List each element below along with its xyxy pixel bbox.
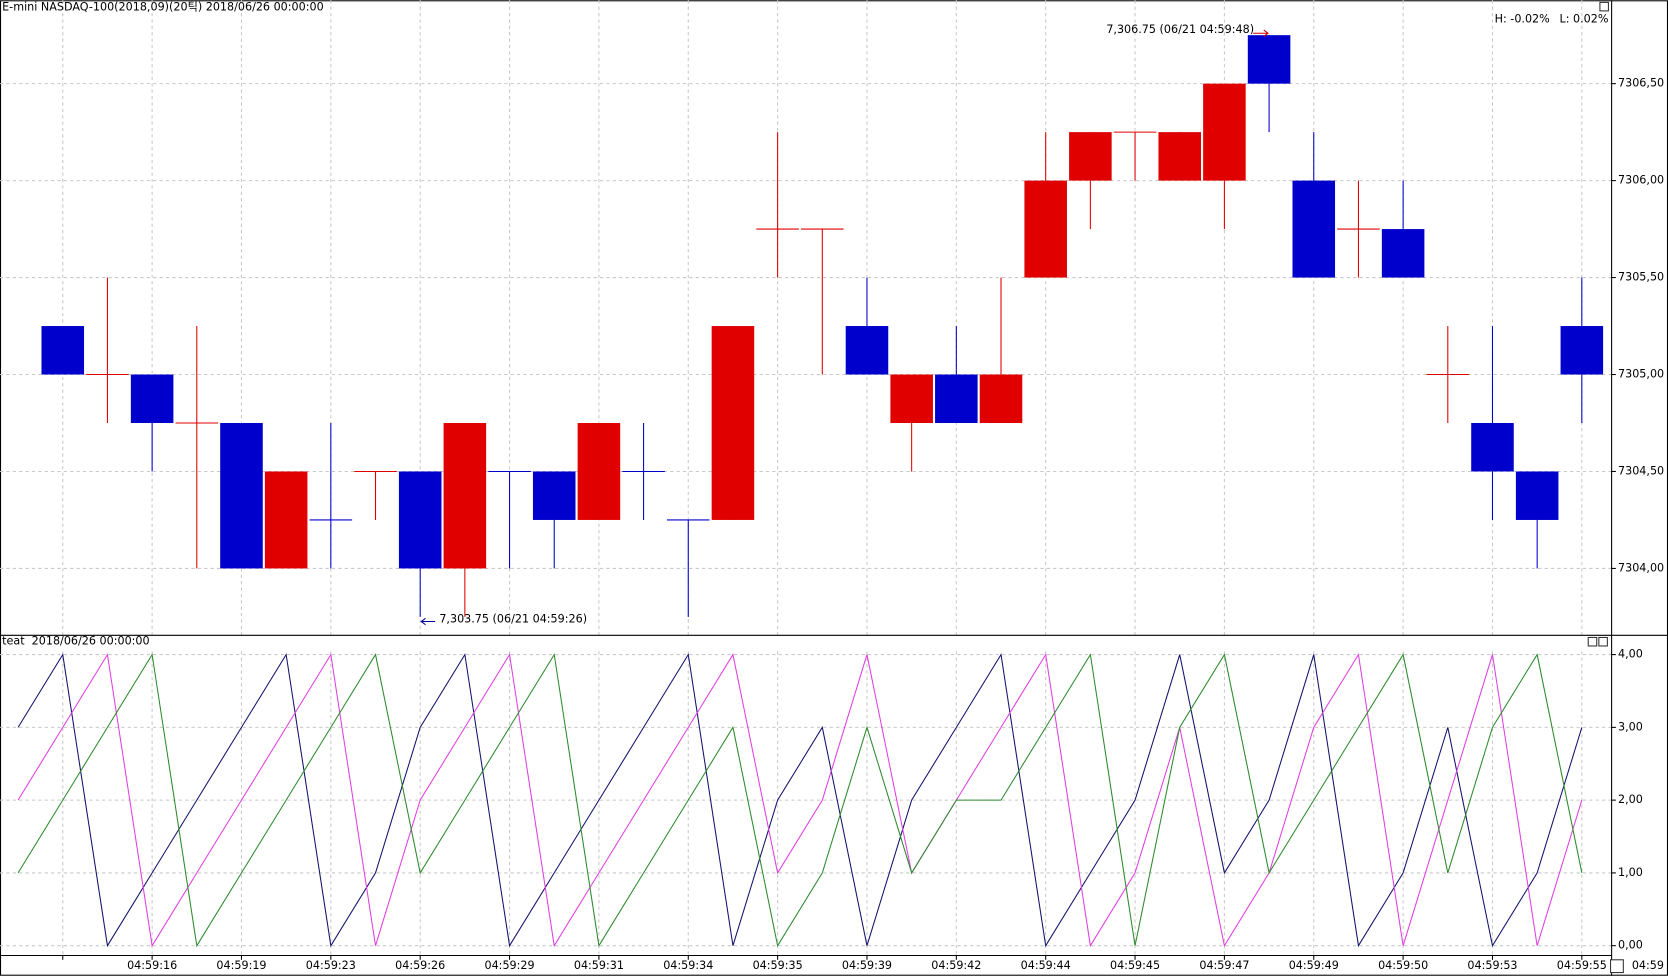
candle-body xyxy=(979,374,1023,423)
annotation-arrow xyxy=(420,617,436,626)
x-tick-label: 04:59:45 xyxy=(1110,959,1160,972)
x-tick-label: 04:59:55 xyxy=(1557,959,1607,972)
indicator-line xyxy=(17,653,1583,948)
candle-body xyxy=(1471,422,1514,472)
y-tick-label: 7304,00 xyxy=(1618,561,1664,574)
indicator-title: teat 2018/06/26 00:00:00 xyxy=(2,635,150,648)
minimize-button[interactable] xyxy=(1587,636,1598,647)
y-tick-label: 2,00 xyxy=(1618,793,1643,806)
high-change: H: -0.02% xyxy=(1495,12,1550,25)
y-tick-label: 1,00 xyxy=(1618,866,1643,879)
candle-body xyxy=(443,422,487,569)
candle-body xyxy=(1381,229,1425,278)
y-tick-label: 7306,00 xyxy=(1618,174,1664,187)
zoom-button[interactable] xyxy=(1610,959,1624,974)
x-tick-label: 04:59:35 xyxy=(753,959,803,972)
y-tick-label: 7306,50 xyxy=(1618,77,1664,90)
y-tick-label: 7304,50 xyxy=(1618,464,1664,477)
candle-body xyxy=(1515,471,1559,520)
x-tick-label: 04:59:34 xyxy=(663,959,713,972)
candle-body xyxy=(130,374,174,423)
x-tick-label: 04:59:26 xyxy=(395,959,445,972)
x-tick-label: 04:59:19 xyxy=(216,959,266,972)
x-tick-label: 04:59:31 xyxy=(574,959,624,972)
indicator-line xyxy=(17,653,1583,948)
y-tick-label: 7305,00 xyxy=(1618,368,1664,381)
annotation-arrow xyxy=(1253,29,1269,37)
candle-body xyxy=(1158,132,1202,181)
candle-body xyxy=(264,471,308,569)
low-annotation: 7,303.75 (06/21 04:59:26) xyxy=(439,612,587,625)
candle-body xyxy=(532,471,576,520)
candle-body xyxy=(577,422,621,520)
candle-body xyxy=(1203,83,1246,181)
x-tick-label: 04:59:29 xyxy=(484,959,534,972)
x-tick-label: 04:59:49 xyxy=(1289,959,1339,972)
y-tick-label: 0,00 xyxy=(1618,939,1643,952)
y-tick-label: 7305,50 xyxy=(1618,271,1664,284)
x-tick-label: 04:59:53 xyxy=(1467,959,1517,972)
low-change: L: 0.02% xyxy=(1559,12,1608,25)
indicator-line xyxy=(17,653,1583,948)
candle-body xyxy=(1024,180,1067,278)
y-tick-label: 3,00 xyxy=(1618,720,1643,733)
candle-body xyxy=(220,422,263,569)
x-tick-label: 04:59:47 xyxy=(1199,959,1249,972)
high-annotation: 7,306.75 (06/21 04:59:48) xyxy=(1106,23,1254,36)
x-tick-label: 04:59:50 xyxy=(1378,959,1428,972)
chart-title: E-mini NASDAQ-100(2018,09)(20틱) 2018/06/… xyxy=(2,1,324,14)
x-tick-label: 04:59:42 xyxy=(931,959,981,972)
candle-body xyxy=(398,471,442,569)
candle-body xyxy=(41,326,85,375)
x-tick-label: 04:59:23 xyxy=(306,959,356,972)
x-tick-label: 04:59:16 xyxy=(127,959,177,972)
candle-body xyxy=(1069,132,1112,181)
candle-body xyxy=(1247,35,1291,84)
corner-time-label: 04:59 xyxy=(1632,959,1664,972)
candle-body xyxy=(935,374,978,423)
candle-body xyxy=(890,374,933,423)
x-tick-label: 04:59:39 xyxy=(842,959,892,972)
candle-body xyxy=(845,326,889,375)
y-tick-label: 4,00 xyxy=(1618,648,1643,661)
panel-button[interactable] xyxy=(1599,1,1609,12)
x-tick-label: 04:59:44 xyxy=(1021,959,1071,972)
candle-body xyxy=(1560,326,1604,375)
candle-body xyxy=(1292,180,1336,278)
close-button[interactable] xyxy=(1598,636,1608,647)
candle-body xyxy=(711,326,755,520)
